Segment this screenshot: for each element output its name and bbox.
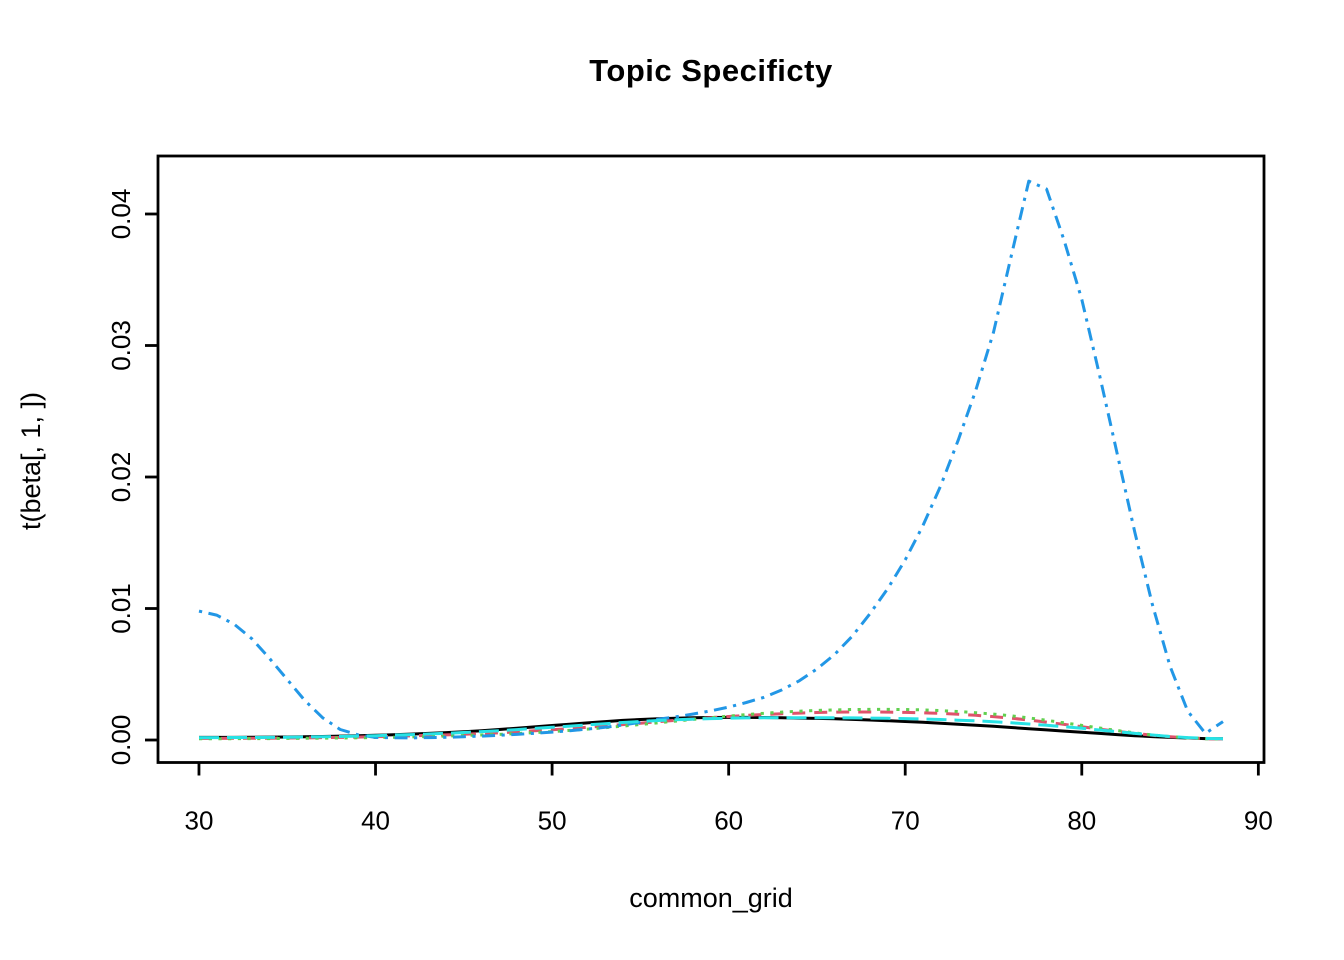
series-line-series-5 — [199, 716, 1224, 741]
chart-title: Topic Specificty — [589, 53, 833, 88]
x-tick-label: 60 — [714, 806, 743, 836]
plot-box — [156, 154, 1266, 764]
x-tick-label: 50 — [538, 806, 567, 836]
series-line-series-4 — [198, 179, 1224, 740]
y-tick-label: 0.00 — [106, 715, 136, 766]
x-axis-label: common_grid — [629, 883, 793, 913]
y-tick-label: 0.01 — [106, 583, 136, 634]
y-tick-label: 0.02 — [106, 452, 136, 503]
x-tick-label: 90 — [1244, 806, 1273, 836]
x-tick-label: 40 — [361, 806, 390, 836]
x-tick-label: 70 — [891, 806, 920, 836]
series-line-series-3 — [199, 707, 1224, 741]
x-tick-label: 30 — [185, 806, 214, 836]
y-tick-label: 0.03 — [106, 320, 136, 371]
y-tick-label: 0.04 — [106, 189, 136, 240]
x-tick-label: 80 — [1067, 806, 1096, 836]
